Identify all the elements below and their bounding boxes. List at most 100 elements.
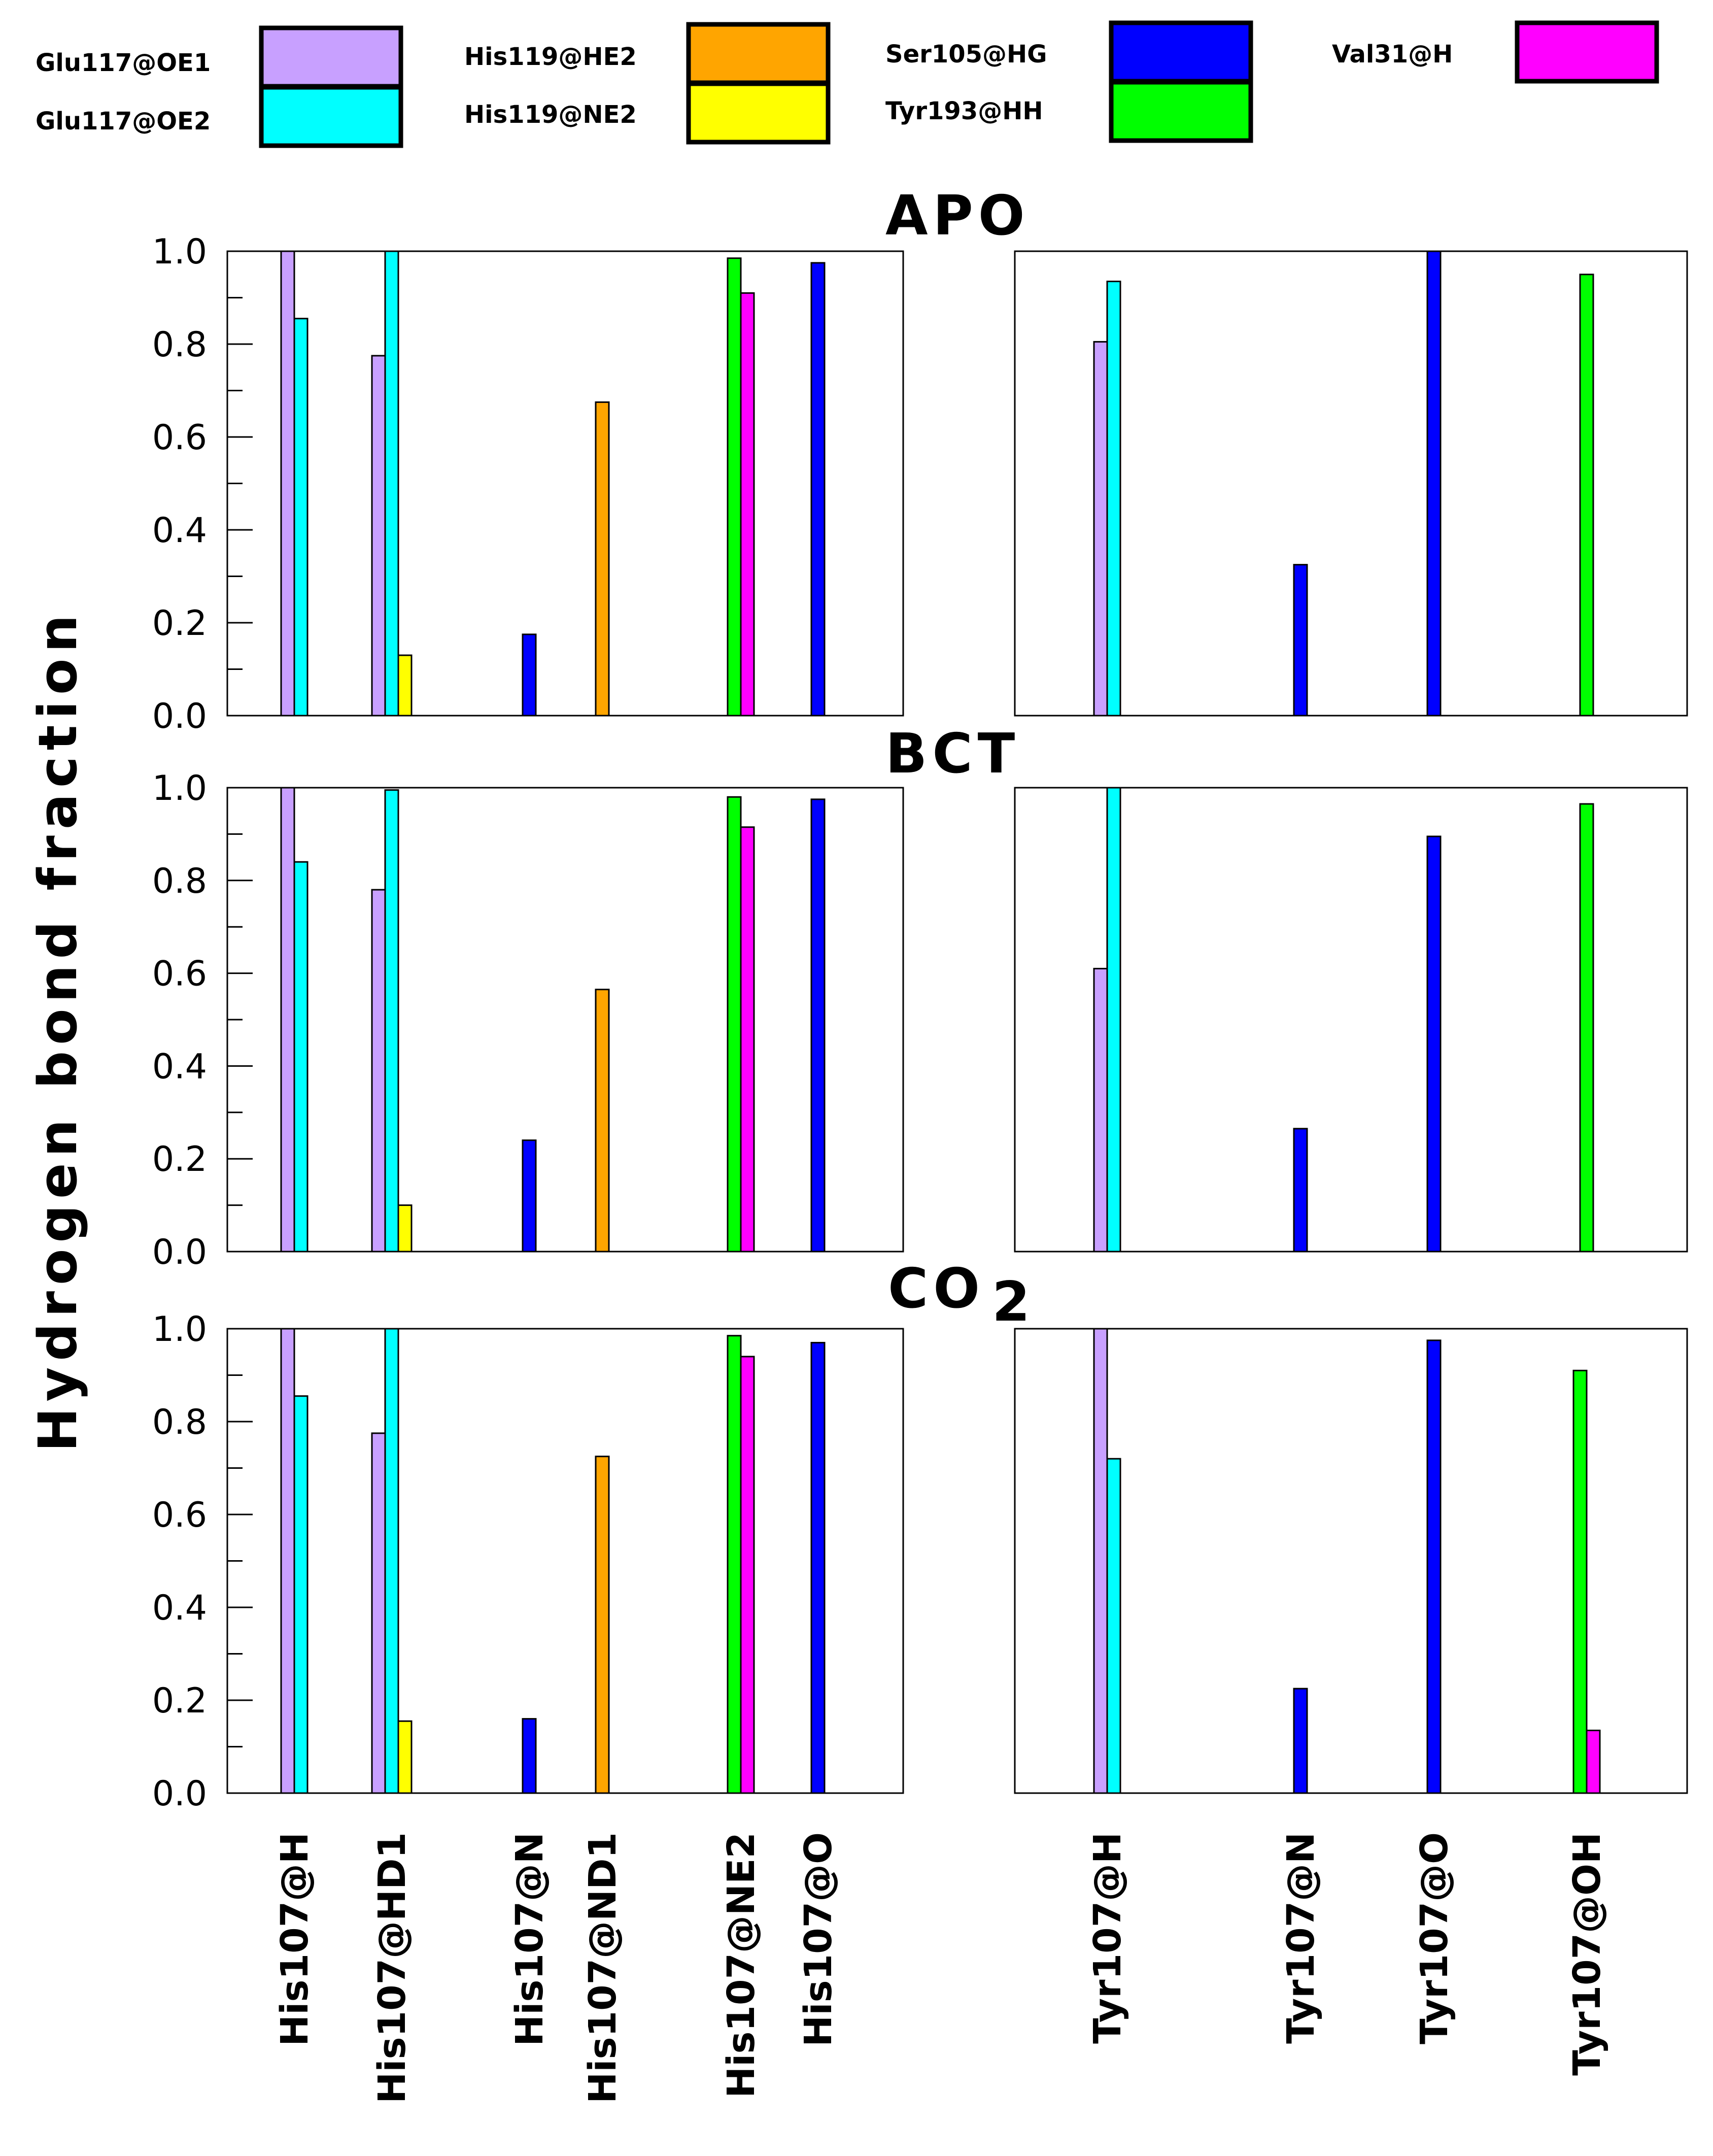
bar-bct-his107-o-ser105-hg [810,798,826,1253]
legend-label-glu117-oe2: Glu117@OE2 [36,107,211,136]
bar-apo-his107-ne2-tyr193-hh [727,257,742,717]
bar-bct-his107-ne2-val31-h [740,826,755,1253]
panel-frame [226,250,904,717]
legend-label-val31-h: Val31@H [1332,40,1453,69]
legend-swatch-glu117-oe1 [259,25,403,89]
x-category-his107-ne2: His107@NE2 [720,1832,763,2098]
bar-apo-his107-o-ser105-hg [810,262,826,717]
bar-apo-his107-hd1-glu117-oe1 [371,355,386,717]
bar-apo-tyr107-n-ser105-hg [1293,564,1308,717]
bar-apo-tyr107-h-glu117-oe2 [1106,280,1121,717]
x-category-tyr107-oh: Tyr107@OH [1565,1832,1609,2076]
bar-co2-tyr107-oh-tyr193-hh [1572,1369,1588,1794]
bar-co2-his107-nd1-his119-he2 [595,1456,610,1794]
bar-co2-his107-hd1-his119-ne2 [397,1720,413,1794]
bar-apo-tyr107-h-glu117-oe1 [1093,341,1108,717]
y-tick-label: 0.0 [152,696,207,736]
legend-label-tyr193-hh: Tyr193@HH [885,97,1043,125]
panel-bct-right [1014,787,1688,1253]
bar-bct-tyr107-h-glu117-oe2 [1106,787,1121,1253]
y-tick-label: 0.0 [152,1774,207,1814]
bar-apo-his107-nd1-his119-he2 [595,401,610,717]
bar-bct-his107-h-glu117-oe2 [293,861,309,1253]
bar-bct-his107-hd1-his119-ne2 [397,1204,413,1253]
bar-apo-his107-h-glu117-oe2 [293,318,309,717]
category-labels: His107@H His107@HD1 His107@N His107@ND1 His1… [273,1832,1609,2104]
legend-swatch-val31-h [1515,20,1659,84]
bar-co2-his107-hd1-glu117-oe1 [371,1432,386,1794]
bar-apo-his107-h-glu117-oe1 [280,250,295,717]
x-category-his107-h: His107@H [273,1832,317,2046]
y-tick-label: 0.8 [152,325,207,365]
y-tick-label: 0.2 [152,1139,207,1180]
bar-co2-his107-h-glu117-oe1 [280,1328,295,1794]
bar-bct-tyr107-oh-tyr193-hh [1579,803,1594,1253]
panel-frame [1014,1328,1688,1794]
legend-label-ser105-hg: Ser105@HG [885,40,1047,69]
bar-co2-tyr107-o-ser105-hg [1426,1339,1442,1794]
panel-frame [226,1328,904,1794]
bar-bct-his107-h-glu117-oe1 [280,787,295,1253]
panel-apo-right [1014,250,1688,717]
panel-title-apo: APO [885,184,1030,248]
legend-label-his119-ne2: His119@NE2 [464,100,637,129]
panel-titles: APO BCT CO 2 [885,184,1035,1334]
bar-bct-tyr107-o-ser105-hg [1426,835,1442,1253]
y-axis-label: Hydrogen bond fraction [27,609,89,1452]
panel-title-co2: CO [888,1257,985,1321]
y-tick-label: 1.0 [152,1309,207,1350]
bar-co2-tyr107-h-glu117-oe2 [1106,1458,1121,1794]
bar-co2-his107-h-glu117-oe2 [293,1395,309,1794]
y-tick-label: 0.8 [152,1402,207,1442]
y-tick-label: 0.4 [152,1588,207,1628]
bar-co2-his107-o-ser105-hg [810,1341,826,1794]
panel-title-co2-subscript: 2 [992,1270,1035,1334]
bar-apo-his107-ne2-val31-h [740,292,755,717]
bar-apo-his107-hd1-his119-ne2 [397,654,413,717]
legend-swatch-tyr193-hh [1109,80,1253,143]
y-tick-label: 0.6 [152,418,207,458]
panel-apo-left: 0.0 0.2 0.4 0.6 0.8 1.0 [152,232,904,736]
y-tick-label: 0.2 [152,603,207,644]
legend-label-his119-he2: His119@HE2 [464,43,637,71]
panel-frame [1014,250,1688,717]
x-category-tyr107-n: Tyr107@N [1279,1832,1323,2044]
bar-bct-his107-hd1-glu117-oe1 [371,889,386,1253]
bar-apo-tyr107-o-ser105-hg [1426,250,1442,717]
y-tick-label: 0.6 [152,954,207,994]
x-category-tyr107-h: Tyr107@H [1086,1832,1129,2044]
bar-apo-his107-n-ser105-hg [522,633,537,717]
y-tick-label: 0.2 [152,1681,207,1721]
bar-bct-tyr107-n-ser105-hg [1293,1128,1308,1253]
bar-co2-his107-n-ser105-hg [522,1718,537,1794]
x-category-his107-o: His107@O [797,1832,840,2047]
x-category-his107-hd1: His107@HD1 [370,1832,414,2104]
bar-bct-tyr107-h-glu117-oe1 [1093,967,1108,1253]
panel-title-bct: BCT [885,722,1020,786]
bar-apo-his107-hd1-glu117-oe2 [384,250,399,717]
legend-swatch-glu117-oe2 [259,85,403,148]
legend-swatch-ser105-hg [1109,20,1253,84]
bar-co2-his107-hd1-glu117-oe2 [384,1328,399,1794]
x-category-tyr107-o: Tyr107@O [1413,1832,1456,2044]
panel-co2-left: 0.0 0.2 0.4 0.6 0.8 1.0 [152,1309,904,1814]
bar-bct-his107-ne2-tyr193-hh [727,796,742,1253]
bar-co2-his107-ne2-tyr193-hh [727,1335,742,1794]
y-tick-label: 0.8 [152,861,207,901]
x-category-his107-nd1: His107@ND1 [581,1832,625,2104]
panel-frame [1014,787,1688,1253]
y-tick-label: 0.0 [152,1232,207,1272]
bar-co2-tyr107-h-glu117-oe1 [1093,1328,1108,1794]
bar-co2-his107-ne2-val31-h [740,1356,755,1794]
legend-label-glu117-oe1: Glu117@OE1 [36,49,211,77]
bar-apo-tyr107-oh-tyr193-hh [1579,274,1594,717]
y-tick-label: 0.4 [152,511,207,551]
x-category-his107-n: His107@N [508,1832,552,2046]
y-tick-label: 0.4 [152,1047,207,1087]
panel-bct-left: 0.0 0.2 0.4 0.6 0.8 1.0 [152,768,904,1272]
bar-bct-his107-nd1-his119-he2 [595,989,610,1253]
panel-co2-right [1014,1328,1688,1794]
bar-co2-tyr107-n-ser105-hg [1293,1688,1308,1794]
panels: 0.00.20.40.60.81.00.00.20.40.60.81.00.00… [152,232,1688,1814]
legend-swatch-his119-ne2 [686,81,831,145]
